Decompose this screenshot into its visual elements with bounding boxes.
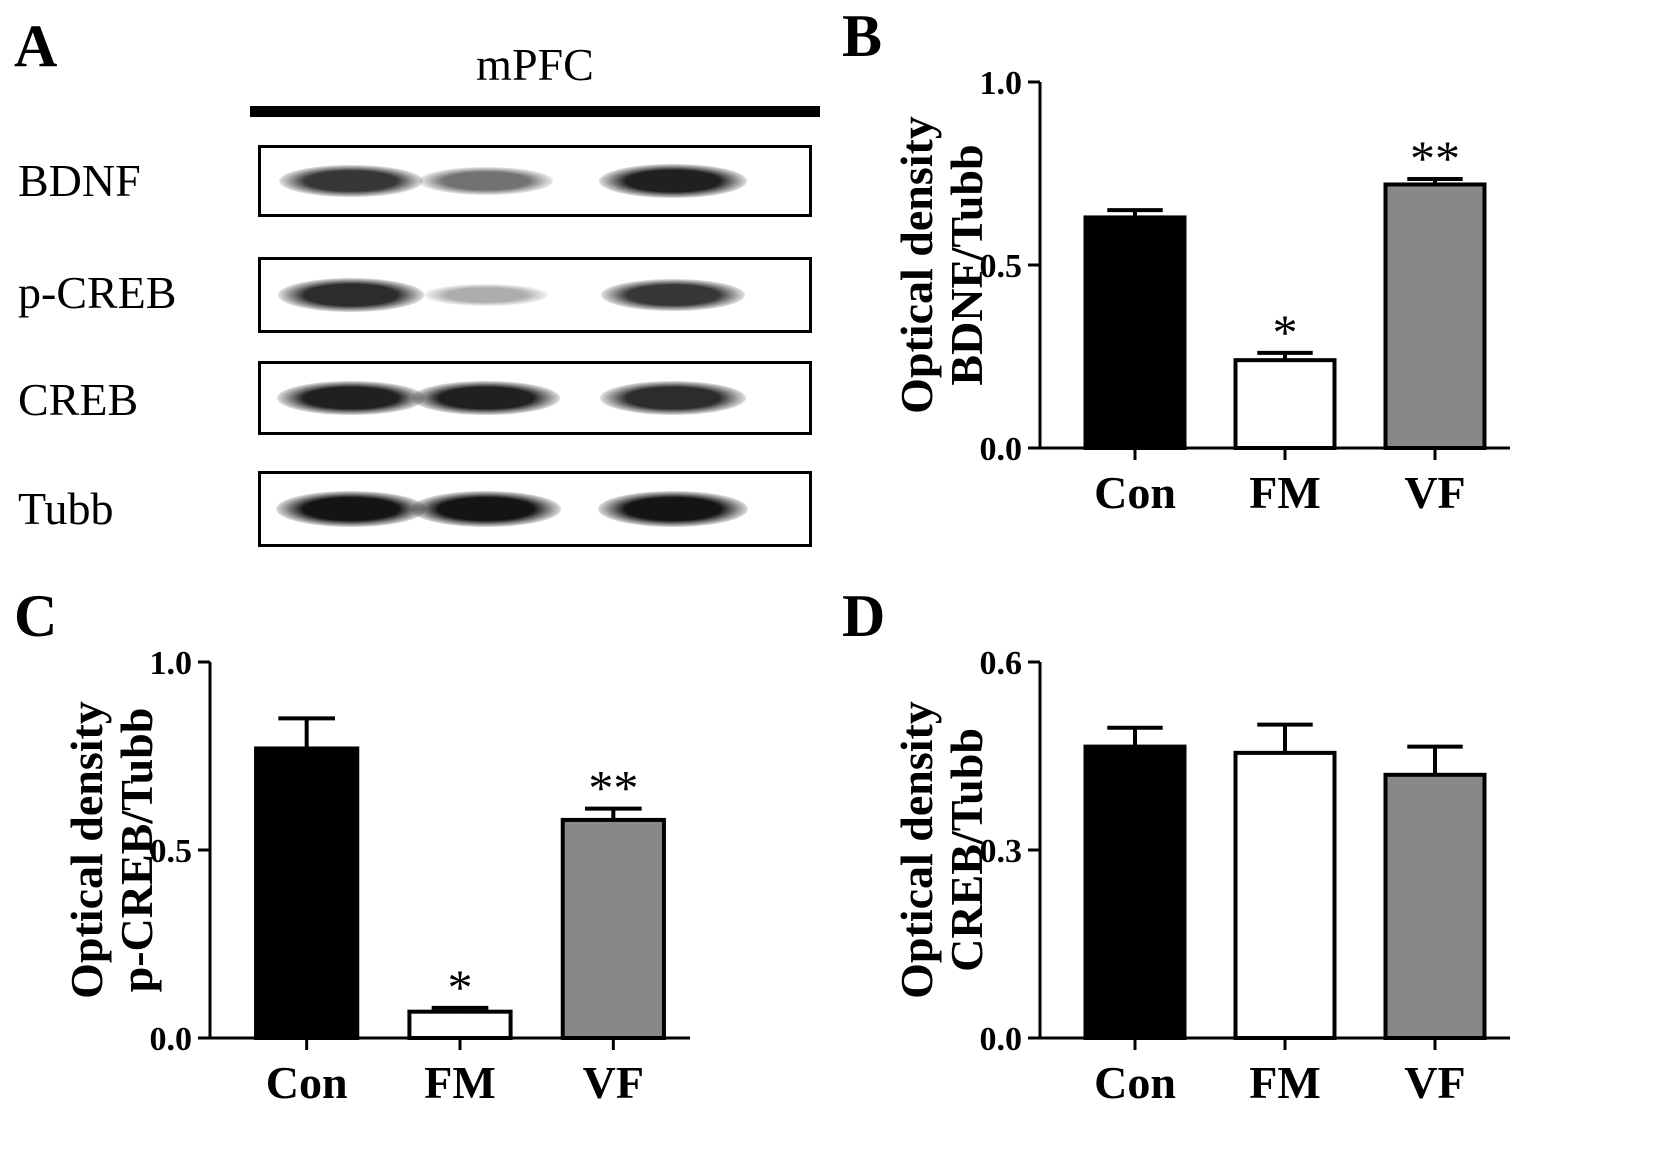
y-axis-label: CREB/Tubb xyxy=(941,728,992,972)
y-tick-label: 1.0 xyxy=(150,645,193,682)
bar xyxy=(407,1009,513,1040)
blot-row-strip xyxy=(258,145,812,217)
blot-band xyxy=(419,167,553,195)
y-axis-label: p-CREB/Tubb xyxy=(111,708,162,993)
y-tick-label: 0.3 xyxy=(980,833,1023,870)
blot-region-bar xyxy=(250,106,820,117)
blot-row-strip xyxy=(258,361,812,435)
significance-marker: ** xyxy=(588,760,638,816)
x-tick-label: Con xyxy=(266,1057,348,1108)
x-tick-label: Con xyxy=(1094,467,1176,518)
panel-label-b: B xyxy=(842,3,883,69)
bar xyxy=(1083,215,1187,450)
significance-marker: * xyxy=(1273,304,1298,360)
bar xyxy=(1383,182,1487,450)
blot-band xyxy=(411,491,561,527)
panel-label-a: A xyxy=(14,13,58,79)
blot-band xyxy=(424,284,548,306)
blot-row-label: Tubb xyxy=(18,483,114,534)
blot-band xyxy=(279,164,423,198)
blot-band xyxy=(412,380,560,416)
y-tick-label: 0.5 xyxy=(150,833,193,870)
blot-band xyxy=(278,278,424,312)
y-axis-label: BDNF/Tubb xyxy=(941,144,992,385)
y-tick-label: 0.0 xyxy=(980,431,1023,468)
significance-marker: ** xyxy=(1410,130,1460,186)
bar xyxy=(560,817,666,1040)
x-tick-label: FM xyxy=(1249,1057,1321,1108)
y-tick-label: 0.5 xyxy=(980,248,1023,285)
y-tick-label: 0.0 xyxy=(980,1021,1023,1058)
x-tick-label: FM xyxy=(424,1057,496,1108)
blot-band xyxy=(276,491,426,527)
y-axis-label: Optical density xyxy=(61,701,112,999)
blot-row-label: BDNF xyxy=(18,155,141,206)
bar xyxy=(254,746,360,1040)
western-blot-panel: mPFC BDNF p-CREB CREB Tubb xyxy=(0,0,830,560)
bar-chart-p-creb: Optical density p-CREB/Tubb 0.0 0.5 1.0 Con FM… xyxy=(61,645,690,1108)
x-tick-label: VF xyxy=(1404,467,1465,518)
blot-band xyxy=(601,278,745,312)
bar xyxy=(1233,750,1337,1040)
x-tick-label: VF xyxy=(583,1057,644,1108)
bar xyxy=(1383,772,1487,1041)
blot-region-title: mPFC xyxy=(476,39,594,90)
x-tick-label: VF xyxy=(1404,1057,1465,1108)
bar xyxy=(1233,358,1337,450)
blot-row-label: p-CREB xyxy=(18,267,177,318)
bar xyxy=(1083,744,1187,1040)
panel-label-d: D xyxy=(842,583,886,649)
blot-band xyxy=(598,491,748,527)
blot-row-strip xyxy=(258,257,812,333)
bar-chart-bdnf: Optical density BDNF/Tubb 0.0 0.5 1.0 Con FM * V… xyxy=(891,65,1510,518)
x-tick-label: FM xyxy=(1249,467,1321,518)
y-tick-label: 1.0 xyxy=(980,65,1023,102)
blot-band xyxy=(599,163,747,199)
y-tick-label: 0.6 xyxy=(980,645,1023,682)
bar-chart-creb: Optical density CREB/Tubb 0.0 0.3 0.6 Con FM VF xyxy=(891,645,1510,1108)
y-axis-label: Optical density xyxy=(891,701,942,999)
significance-marker: * xyxy=(448,959,473,1015)
panel-label-c: C xyxy=(14,583,58,649)
y-tick-label: 0.0 xyxy=(150,1021,193,1058)
blot-band xyxy=(600,381,746,415)
x-tick-label: Con xyxy=(1094,1057,1176,1108)
blot-row-label: CREB xyxy=(18,374,139,425)
y-axis-label: Optical density xyxy=(891,116,942,414)
blot-row-strip xyxy=(258,471,812,547)
blot-band xyxy=(277,380,425,416)
